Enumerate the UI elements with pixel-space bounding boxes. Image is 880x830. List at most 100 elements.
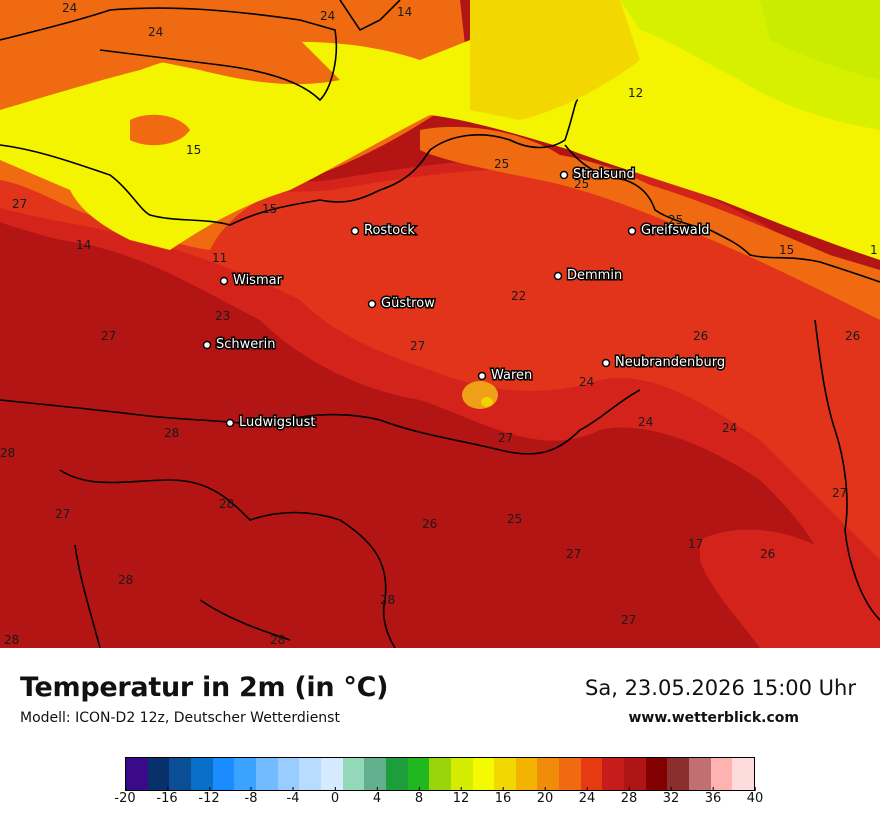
city-greifswald: Greifswald bbox=[627, 222, 711, 240]
color-scale-tick: 4 bbox=[372, 787, 382, 806]
value-label: 24 bbox=[148, 25, 163, 39]
color-swatch bbox=[147, 758, 170, 790]
color-swatch bbox=[515, 758, 538, 790]
color-swatch bbox=[385, 758, 408, 790]
value-label: 28 bbox=[118, 573, 133, 587]
value-label: 25 bbox=[507, 512, 522, 526]
svg-text:Wismar: Wismar bbox=[233, 273, 283, 288]
color-scale-tick: 8 bbox=[414, 787, 424, 806]
color-swatch bbox=[602, 758, 625, 790]
color-swatch bbox=[624, 758, 646, 790]
city-stralsund: Stralsund bbox=[559, 166, 636, 184]
color-scale-tick: 12 bbox=[452, 787, 470, 806]
city-rostock: Rostock bbox=[350, 222, 417, 240]
city-markers: Stralsund Rostock Greifswald Demmin Wism… bbox=[202, 166, 727, 432]
svg-text:Stralsund: Stralsund bbox=[573, 167, 635, 182]
value-label: 26 bbox=[422, 517, 437, 531]
value-label: 14 bbox=[76, 238, 91, 252]
value-label: 24 bbox=[722, 421, 737, 435]
color-scale-tick: 32 bbox=[662, 787, 680, 806]
value-label: 27 bbox=[832, 486, 847, 500]
color-swatch bbox=[277, 758, 300, 790]
svg-text:Güstrow: Güstrow bbox=[381, 296, 435, 311]
value-label: 15 bbox=[779, 243, 794, 257]
island-fehmarn bbox=[130, 114, 190, 146]
color-scale-tick: -16 bbox=[156, 787, 178, 806]
value-label: 1 bbox=[870, 243, 878, 257]
value-label: 26 bbox=[845, 329, 860, 343]
temp-anomaly-core bbox=[481, 397, 493, 407]
color-swatch bbox=[645, 758, 668, 790]
color-scale-tick: 28 bbox=[620, 787, 638, 806]
value-label: 27 bbox=[12, 197, 27, 211]
value-labels: 24 24 24 14 12 15 25 25 15 25 27 14 11 1… bbox=[0, 1, 878, 647]
value-label: 24 bbox=[62, 1, 77, 15]
city-neubrandenburg: Neubrandenburg bbox=[601, 354, 727, 372]
value-label: 28 bbox=[4, 633, 19, 647]
city-ludwigslust: Ludwigslust bbox=[225, 414, 317, 432]
model-info: Modell: ICON-D2 12z, Deutscher Wetterdie… bbox=[20, 710, 340, 726]
value-label: 27 bbox=[410, 339, 425, 353]
value-label: 27 bbox=[566, 547, 581, 561]
color-scale-tick: 40 bbox=[746, 787, 764, 806]
value-label: 24 bbox=[320, 9, 335, 23]
value-label: 26 bbox=[760, 547, 775, 561]
value-label: 28 bbox=[0, 446, 15, 460]
color-swatch bbox=[494, 758, 516, 790]
color-scale-tick: 0 bbox=[330, 787, 340, 806]
value-label: 15 bbox=[262, 202, 277, 216]
color-scale-ticks: -20 -16 -12 -8 -4 0 4 8 12 16 20 24 28 32 36 40 bbox=[114, 787, 763, 811]
temp-zone-11 bbox=[760, 0, 880, 80]
city-waren: Waren bbox=[477, 367, 534, 385]
color-swatch bbox=[255, 758, 278, 790]
value-label: 28 bbox=[164, 426, 179, 440]
temp-anomaly-waren bbox=[462, 381, 498, 409]
color-scale-tick: -8 bbox=[244, 787, 258, 806]
website-link[interactable]: www.wetterblick.com bbox=[628, 710, 800, 726]
city-schwerin: Schwerin bbox=[202, 336, 277, 354]
color-scale-tick: -20 bbox=[114, 787, 136, 806]
color-swatch bbox=[732, 758, 755, 790]
temp-zone-24-nw bbox=[0, 0, 340, 85]
temperature-map: 24 24 24 14 12 15 25 25 15 25 27 14 11 1… bbox=[0, 0, 880, 648]
color-scale-tick: 36 bbox=[704, 787, 722, 806]
color-swatch bbox=[169, 758, 191, 790]
value-label: 11 bbox=[212, 251, 227, 265]
map-canvas: 24 24 24 14 12 15 25 25 15 25 27 14 11 1… bbox=[0, 0, 880, 648]
value-label: 26 bbox=[693, 329, 708, 343]
color-swatch bbox=[537, 758, 560, 790]
map-title: Temperatur in 2m (in °C) bbox=[20, 672, 389, 703]
color-scale-tick: -12 bbox=[198, 787, 220, 806]
color-scale-tick: 16 bbox=[494, 787, 512, 806]
city-demmin: Demmin bbox=[553, 267, 624, 285]
color-swatch bbox=[407, 758, 430, 790]
color-swatch bbox=[689, 758, 711, 790]
temp-zone-24 bbox=[0, 150, 880, 560]
color-swatch bbox=[234, 758, 256, 790]
color-swatch bbox=[190, 758, 213, 790]
value-label: 25 bbox=[574, 177, 589, 191]
svg-text:Schwerin: Schwerin bbox=[216, 337, 275, 352]
svg-text:Neubrandenburg: Neubrandenburg bbox=[615, 355, 725, 370]
value-label: 22 bbox=[511, 289, 526, 303]
svg-text:Ludwigslust: Ludwigslust bbox=[239, 415, 316, 430]
svg-text:Demmin: Demmin bbox=[567, 268, 622, 283]
legend-footer: Temperatur in 2m (in °C) Modell: ICON-D2… bbox=[0, 648, 880, 830]
color-swatch bbox=[342, 758, 365, 790]
value-label: 28 bbox=[219, 497, 234, 511]
forecast-datetime: Sa, 23.05.2026 15:00 Uhr bbox=[585, 676, 856, 700]
city-guestrow: Güstrow bbox=[367, 295, 437, 313]
value-label: 14 bbox=[397, 5, 412, 19]
color-swatch bbox=[559, 758, 581, 790]
value-label: 15 bbox=[186, 143, 201, 157]
temp-zone-17 bbox=[470, 0, 640, 120]
city-wismar: Wismar bbox=[219, 272, 284, 290]
color-swatch bbox=[299, 758, 321, 790]
color-scale-tick: 20 bbox=[536, 787, 554, 806]
color-swatch bbox=[212, 758, 235, 790]
color-swatch bbox=[126, 758, 148, 790]
value-label: 12 bbox=[628, 86, 643, 100]
svg-text:Rostock: Rostock bbox=[364, 223, 415, 238]
value-label: 28 bbox=[270, 633, 285, 647]
color-scale-tick: 24 bbox=[578, 787, 596, 806]
